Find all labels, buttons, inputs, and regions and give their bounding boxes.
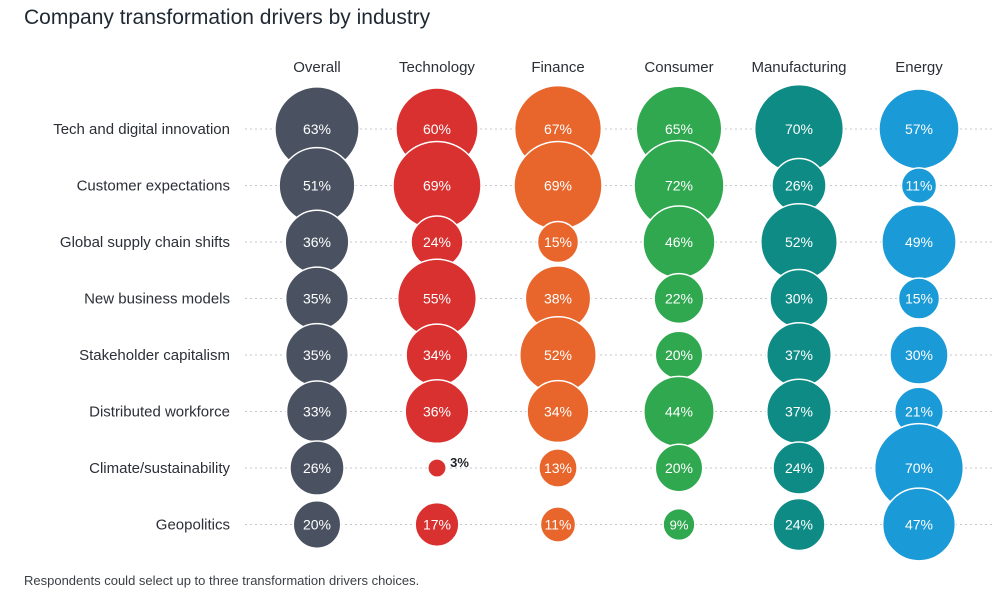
row-label: Customer expectations: [77, 178, 230, 195]
bubble-value-label: 38%: [544, 291, 572, 307]
row-label: Geopolitics: [156, 517, 230, 534]
bubble-value-label: 34%: [544, 404, 572, 420]
bubble-energy: [881, 487, 957, 562]
column-header-energy: Energy: [895, 59, 943, 76]
bubble-value-label: 26%: [303, 460, 331, 476]
bubble-value-label: 20%: [665, 460, 693, 476]
column-header-manufacturing: Manufacturing: [751, 59, 846, 76]
bubble-value-label: 46%: [665, 234, 693, 250]
row-label: Stakeholder capitalism: [79, 347, 230, 364]
bubble-manufacturing: [772, 497, 826, 552]
column-header-consumer: Consumer: [644, 59, 713, 76]
row-label: New business models: [84, 291, 230, 308]
column-header-overall: Overall: [293, 59, 341, 76]
bubble-value-label: 3%: [450, 455, 469, 470]
bubble-value-label: 24%: [785, 460, 813, 476]
bubble-manufacturing: [772, 441, 826, 495]
bubble-value-label: 69%: [423, 178, 451, 194]
bubble-consumer: [653, 272, 705, 325]
bubble-energy: [889, 325, 949, 385]
row-guides: [245, 128, 995, 525]
bubble-value-label: 20%: [665, 347, 693, 363]
chart-title: Company transformation drivers by indust…: [24, 6, 431, 29]
bubbles: 63% 60% 67% 65% 70% 57% 51% 69% 69% 72% 26% 11% 36% 2…: [274, 83, 965, 562]
bubble-value-label: 36%: [423, 404, 451, 420]
bubble-consumer: [654, 443, 704, 493]
bubble-value-label: 52%: [785, 234, 813, 250]
bubble-value-label: 67%: [544, 121, 572, 137]
bubble-technology: [404, 378, 470, 445]
bubble-finance: [539, 506, 577, 543]
bubble-value-label: 17%: [423, 517, 451, 533]
bubble-finance: [536, 220, 580, 264]
bubble-value-label: 60%: [423, 121, 451, 137]
bubble-energy: [897, 277, 941, 320]
bubble-value-label: 65%: [665, 121, 693, 137]
row-label: Climate/sustainability: [89, 460, 230, 477]
bubble-value-label: 70%: [785, 121, 813, 137]
bubble-value-label: 24%: [423, 234, 451, 250]
bubble-value-label: 11%: [545, 517, 572, 533]
row-label: Distributed workforce: [89, 404, 230, 421]
bubble-value-label: 36%: [303, 234, 331, 250]
bubble-value-label: 72%: [665, 178, 693, 194]
bubble-value-label: 30%: [785, 291, 813, 307]
bubble-value-label: 15%: [544, 234, 572, 250]
bubble-value-label: 69%: [544, 178, 572, 194]
bubble-value-label: 47%: [905, 517, 933, 533]
bubble-overall: [292, 500, 342, 549]
bubble-value-label: 13%: [544, 460, 572, 476]
bubble-finance: [538, 448, 578, 488]
column-headers: Overall Technology Finance Consumer Manufact…: [293, 59, 943, 76]
bubble-value-label: 44%: [665, 404, 693, 420]
bubble-finance: [526, 379, 590, 444]
bubble-value-label: 55%: [423, 291, 451, 307]
bubble-consumer: [662, 507, 696, 542]
bubble-overall: [289, 440, 345, 496]
bubble-technology: [414, 501, 460, 548]
bubble-value-label: 21%: [905, 404, 933, 420]
bubble-value-label: 15%: [905, 291, 933, 307]
row-label: Tech and digital innovation: [53, 121, 230, 138]
column-header-technology: Technology: [399, 59, 475, 76]
bubble-value-label: 35%: [303, 291, 331, 307]
bubble-value-label: 34%: [423, 347, 451, 363]
bubble-value-label: 24%: [785, 517, 813, 533]
bubble-value-label: 35%: [303, 347, 331, 363]
chart-footnote: Respondents could select up to three tra…: [24, 573, 420, 588]
bubble-value-label: 52%: [544, 347, 572, 363]
bubble-value-label: 11%: [906, 178, 933, 194]
column-header-finance: Finance: [531, 59, 584, 76]
row-label: Global supply chain shifts: [60, 234, 230, 251]
bubble-value-label: 37%: [785, 347, 813, 363]
bubble-energy: [900, 167, 938, 204]
bubble-value-label: 51%: [303, 178, 331, 194]
bubble-value-label: 30%: [905, 347, 933, 363]
bubble-value-label: 9%: [670, 518, 689, 533]
bubble-value-label: 63%: [303, 121, 331, 137]
bubble-value-label: 22%: [665, 291, 693, 307]
row-labels: Tech and digital innovation Customer expe…: [53, 121, 230, 534]
bubble-value-label: 20%: [303, 517, 331, 533]
bubble-value-label: 26%: [785, 178, 813, 194]
bubble-value-label: 37%: [785, 404, 813, 420]
bubble-technology: [427, 458, 447, 478]
bubble-value-label: 33%: [303, 404, 331, 420]
bubble-value-label: 57%: [905, 121, 933, 137]
bubble-value-label: 49%: [905, 234, 933, 250]
bubble-value-label: 70%: [905, 460, 933, 476]
